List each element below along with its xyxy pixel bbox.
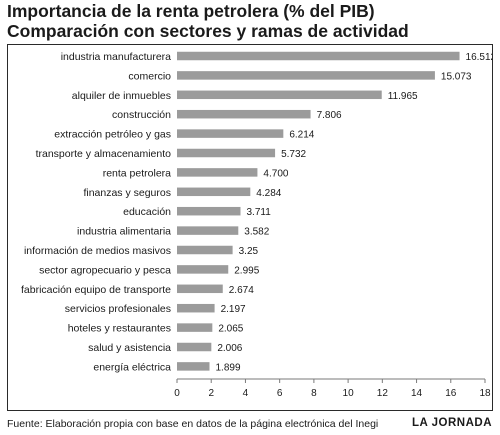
bar-chart: industria manufacturera 16.512 comercio 15.… (21, 51, 492, 399)
chart-panel: industria manufacturera 16.512 comercio 15.… (7, 44, 493, 411)
bar (177, 226, 239, 235)
bar (177, 284, 223, 294)
category-label: educación (123, 206, 171, 218)
brand-logo-text: LA JORNADA (412, 417, 492, 429)
data-label: 1.899 (215, 362, 240, 373)
data-label: 11.965 (388, 91, 418, 102)
source-note: Fuente: Elaboración propia con base en d… (7, 418, 379, 430)
data-label: 3.711 (246, 207, 271, 218)
data-label: 3.582 (244, 227, 269, 238)
category-label: fabricación equipo de transporte (21, 284, 171, 296)
category-label: información de medios masivos (24, 245, 171, 257)
data-label: 15.073 (441, 71, 472, 82)
category-label: sector agropecuario y pesca (39, 264, 171, 276)
bar (177, 90, 382, 100)
x-tick-label: 18 (479, 388, 491, 399)
bar (177, 323, 213, 332)
data-label: 2.674 (229, 285, 254, 296)
data-label: 2.995 (234, 265, 259, 276)
data-label: 3.25 (239, 246, 259, 257)
category-label: hoteles y restaurantes (68, 323, 171, 335)
bar (177, 206, 241, 216)
bar (177, 303, 215, 313)
bar (177, 265, 229, 274)
data-label: 2.065 (218, 324, 243, 335)
bar (177, 129, 284, 138)
category-label: industria alimentaria (77, 226, 171, 238)
bar (177, 109, 311, 119)
category-label: renta petrolera (103, 167, 171, 179)
bar (177, 51, 460, 61)
x-tick-label: 16 (445, 388, 457, 399)
category-label: servicios profesionales (65, 303, 171, 315)
bar (177, 187, 251, 197)
x-tick-label: 0 (174, 388, 180, 399)
bar (177, 362, 210, 371)
data-label: 6.214 (289, 130, 314, 141)
x-tick-label: 6 (277, 388, 283, 399)
x-tick-label: 14 (411, 388, 423, 399)
bar (177, 342, 212, 352)
data-label: 2.006 (217, 343, 242, 354)
data-label: 4.284 (256, 188, 281, 199)
data-label: 7.806 (317, 110, 342, 121)
category-label: industria manufacturera (61, 51, 171, 63)
bar (177, 71, 435, 80)
data-label: 5.732 (281, 149, 306, 160)
category-label: comercio (128, 70, 171, 82)
category-label: extracción petróleo y gas (54, 129, 171, 141)
x-tick-label: 4 (243, 388, 249, 399)
category-label: construcción (112, 109, 171, 121)
x-tick-label: 8 (311, 388, 317, 399)
bar (177, 168, 258, 177)
chart-subtitle: Comparación con sectores y ramas de acti… (7, 21, 409, 41)
category-label: transporte y almacenamiento (36, 148, 172, 160)
x-tick-label: 2 (208, 388, 214, 399)
category-label: finanzas y seguros (83, 187, 171, 199)
chart-title: Importancia de la renta petrolera (% del… (7, 1, 375, 21)
x-tick-label: 12 (377, 388, 389, 399)
category-label: energía eléctrica (93, 361, 171, 373)
category-label: alquiler de inmuebles (72, 90, 171, 102)
bar (177, 245, 233, 255)
bar (177, 148, 276, 158)
data-label: 2.197 (221, 304, 246, 315)
category-label: salud y asistencia (88, 342, 171, 354)
data-label: 4.700 (263, 168, 288, 179)
x-tick-label: 10 (343, 388, 355, 399)
data-label: 16.512 (466, 52, 492, 63)
